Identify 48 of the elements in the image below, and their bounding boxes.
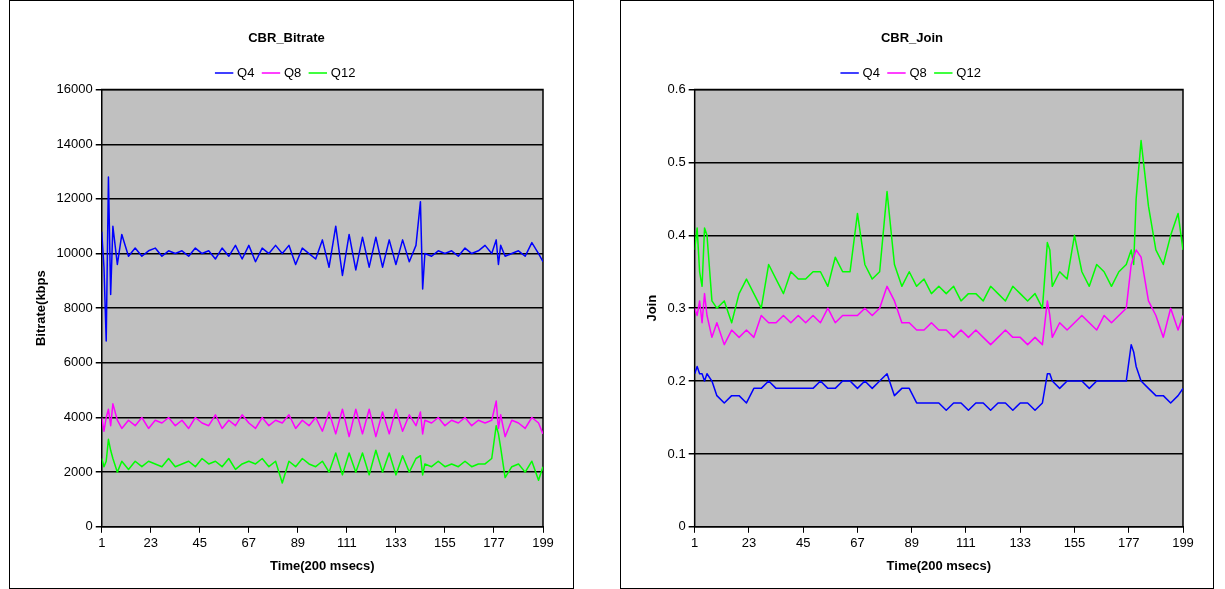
x-tick-label: 1 — [98, 535, 106, 551]
y-tick-label: 14000 — [56, 135, 93, 151]
x-tick-label: 177 — [483, 535, 505, 551]
x-tick-label: 89 — [904, 535, 919, 551]
x-tick-label: 199 — [1172, 535, 1194, 551]
x-tick-label: 111 — [956, 535, 976, 551]
x-tick-label: 1 — [691, 535, 699, 551]
x-tick-label: 23 — [143, 535, 159, 551]
y-tick-label: 0 — [678, 518, 686, 534]
x-tick-label: 177 — [1117, 535, 1140, 551]
x-axis-title: Time(200 msecs) — [886, 557, 992, 573]
y-tick-label: 0.6 — [667, 81, 686, 97]
legend-label: Q4 — [862, 64, 880, 80]
x-tick-label: 67 — [241, 535, 257, 551]
y-tick-label: 0.2 — [667, 372, 686, 388]
y-tick-label: 4000 — [63, 409, 93, 425]
legend-label: Q4 — [237, 64, 255, 80]
y-tick-label: 0.4 — [667, 226, 686, 242]
legend-label: Q8 — [283, 64, 302, 80]
y-tick-label: 6000 — [63, 354, 93, 370]
legend-label: Q12 — [330, 64, 356, 80]
x-tick-label: 133 — [385, 535, 407, 551]
x-tick-label: 67 — [850, 535, 865, 551]
chart-title: CBR_Join — [880, 30, 944, 46]
x-tick-label: 45 — [192, 535, 208, 551]
y-tick-label: 0.5 — [667, 154, 686, 170]
chart-title: CBR_Bitrate — [248, 30, 325, 46]
x-tick-label: 23 — [741, 535, 757, 551]
legend-label: Q12 — [956, 64, 981, 80]
x-tick-label: 199 — [532, 535, 554, 551]
legend-label: Q8 — [909, 64, 927, 80]
y-tick-label: 0.1 — [667, 445, 686, 461]
x-tick-label: 155 — [1063, 535, 1086, 551]
y-tick-label: 12000 — [56, 190, 93, 206]
x-tick-label: 155 — [434, 535, 456, 551]
y-tick-label: 10000 — [56, 245, 93, 261]
y-axis-title: Bitrate(kbps — [33, 270, 49, 347]
x-axis-title: Time(200 msecs) — [270, 557, 375, 573]
y-tick-label: 0 — [85, 518, 93, 534]
x-tick-label: 133 — [1009, 535, 1032, 551]
y-tick-label: 8000 — [63, 299, 93, 315]
y-axis-title: Join — [644, 294, 660, 322]
x-tick-label: 111 — [337, 535, 357, 551]
y-tick-label: 16000 — [56, 81, 93, 97]
y-tick-label: 2000 — [63, 463, 93, 479]
x-tick-label: 89 — [290, 535, 306, 551]
y-tick-label: 0.3 — [667, 299, 686, 315]
x-tick-label: 45 — [795, 535, 811, 551]
